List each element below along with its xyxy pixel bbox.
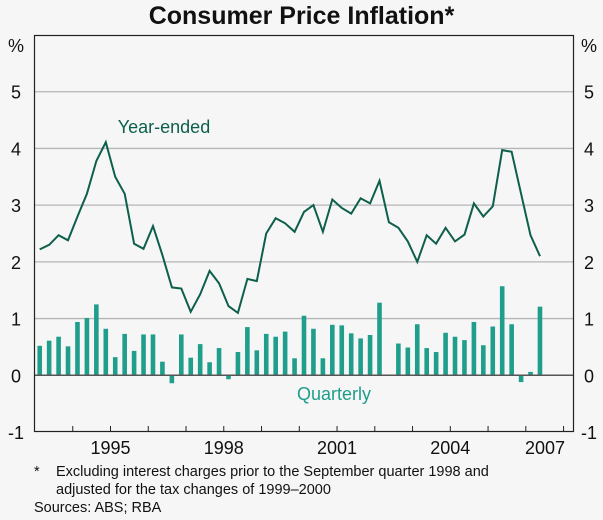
y-tick-label-left: 4 [11,139,21,159]
y-tick-label-right: -1 [581,423,597,443]
quarterly-bar [330,324,335,376]
quarterly-bar [537,306,543,376]
y-unit-left: % [8,36,24,56]
quarterly-bar [414,324,420,376]
quarterly-bar [367,335,373,376]
sources: Sources: ABS; RBA [34,500,162,516]
series-label-year-ended: Year-ended [118,117,210,137]
quarterly-bar [358,338,363,376]
y-tick-label-right: 3 [584,196,594,216]
y-tick-label-left: 5 [11,83,21,103]
quarterly-bar [131,350,137,376]
quarterly-bar [37,345,43,376]
y-tick-label-right: 5 [584,83,594,103]
x-ticks [72,426,565,432]
quarterly-bar [150,334,156,376]
quarterly-bar [216,348,222,376]
x-tick-label: 2001 [317,438,357,458]
quarterly-bar [263,333,269,376]
footnote-text-1: Excluding interest charges prior to the … [56,464,489,480]
x-tick-label: 1995 [90,438,130,458]
y-tick-labels: -1 -1 0 0 1 1 2 2 3 3 4 4 5 5 [8,83,597,443]
y-tick-label-left: 2 [11,253,21,273]
quarterly-bar [405,347,411,376]
quarterly-bar [471,321,477,376]
x-tick-label: 1998 [204,438,244,458]
quarterly-bar [46,340,52,376]
quarterly-bar [103,328,109,376]
quarterly-bar [490,326,496,376]
quarterly-bar [75,321,80,376]
quarterly-bar [301,315,307,376]
quarterly-bar [462,340,467,376]
y-tick-label-right: 1 [584,310,594,330]
y-tick-label-right: 4 [584,139,594,159]
y-tick-label-left: 3 [11,196,21,216]
quarterly-bar [207,362,212,376]
quarterly-bar [282,331,288,376]
quarterly-bar [273,336,278,376]
y-tick-label-left: -1 [8,423,24,443]
quarterly-bar [348,333,354,376]
y-tick-label-left: 1 [11,310,21,330]
quarterly-bar [518,375,524,383]
quarterly-bar [245,327,250,376]
year-ended-line [39,139,541,315]
quarterly-bar [197,344,203,376]
quarterly-bar [443,332,448,376]
quarterly-bar [320,358,326,376]
footnote-line-1: * Excluding interest charges prior to the… [34,463,489,481]
quarterly-bar [377,302,382,376]
x-tick-labels: 1995 1998 2001 2004 2007 [90,438,565,458]
footnote-line-2: adjusted for the tax changes of 1999–200… [56,482,331,498]
y-tick-label-left: 0 [11,366,21,386]
y-tick-label-right: 2 [584,253,594,273]
quarterly-bar [188,357,194,376]
quarterly-bar [56,336,61,376]
series-label-quarterly: Quarterly [297,384,371,404]
footnote-marker: * [34,464,40,480]
quarterly-bar [178,334,184,376]
quarterly-bar [311,328,316,376]
quarterly-bar [528,371,533,376]
plot-frame [33,34,575,433]
quarterly-bar [141,334,146,376]
quarterly-bar [339,325,345,376]
quarterly-bar [84,318,90,376]
footnote: * Excluding interest charges prior to the… [34,463,489,517]
x-tick-label: 2004 [430,438,470,458]
quarterly-bar [254,350,260,376]
y-tick-label-right: 0 [584,366,594,386]
quarterly-bar [452,336,458,376]
quarterly-bar [112,357,118,376]
quarterly-bar [433,352,439,376]
quarterly-bar [160,361,165,376]
quarterly-bars [37,286,543,384]
quarterly-bar [235,352,241,376]
x-tick-label: 2007 [525,438,565,458]
chart-title: Consumer Price Inflation* [148,2,455,30]
quarterly-bar [509,324,514,376]
y-unit-right: % [581,36,597,56]
quarterly-bar [226,375,231,380]
quarterly-bar [122,333,127,376]
quarterly-bar [169,375,175,384]
quarterly-bar [499,286,505,376]
gridlines [35,91,573,320]
quarterly-bar [481,345,486,376]
quarterly-bar [424,348,430,376]
quarterly-bar [94,304,99,376]
quarterly-bar [65,346,71,376]
year-ended-series-line [39,139,541,315]
quarterly-bar [292,358,297,376]
quarterly-bar [396,343,401,376]
